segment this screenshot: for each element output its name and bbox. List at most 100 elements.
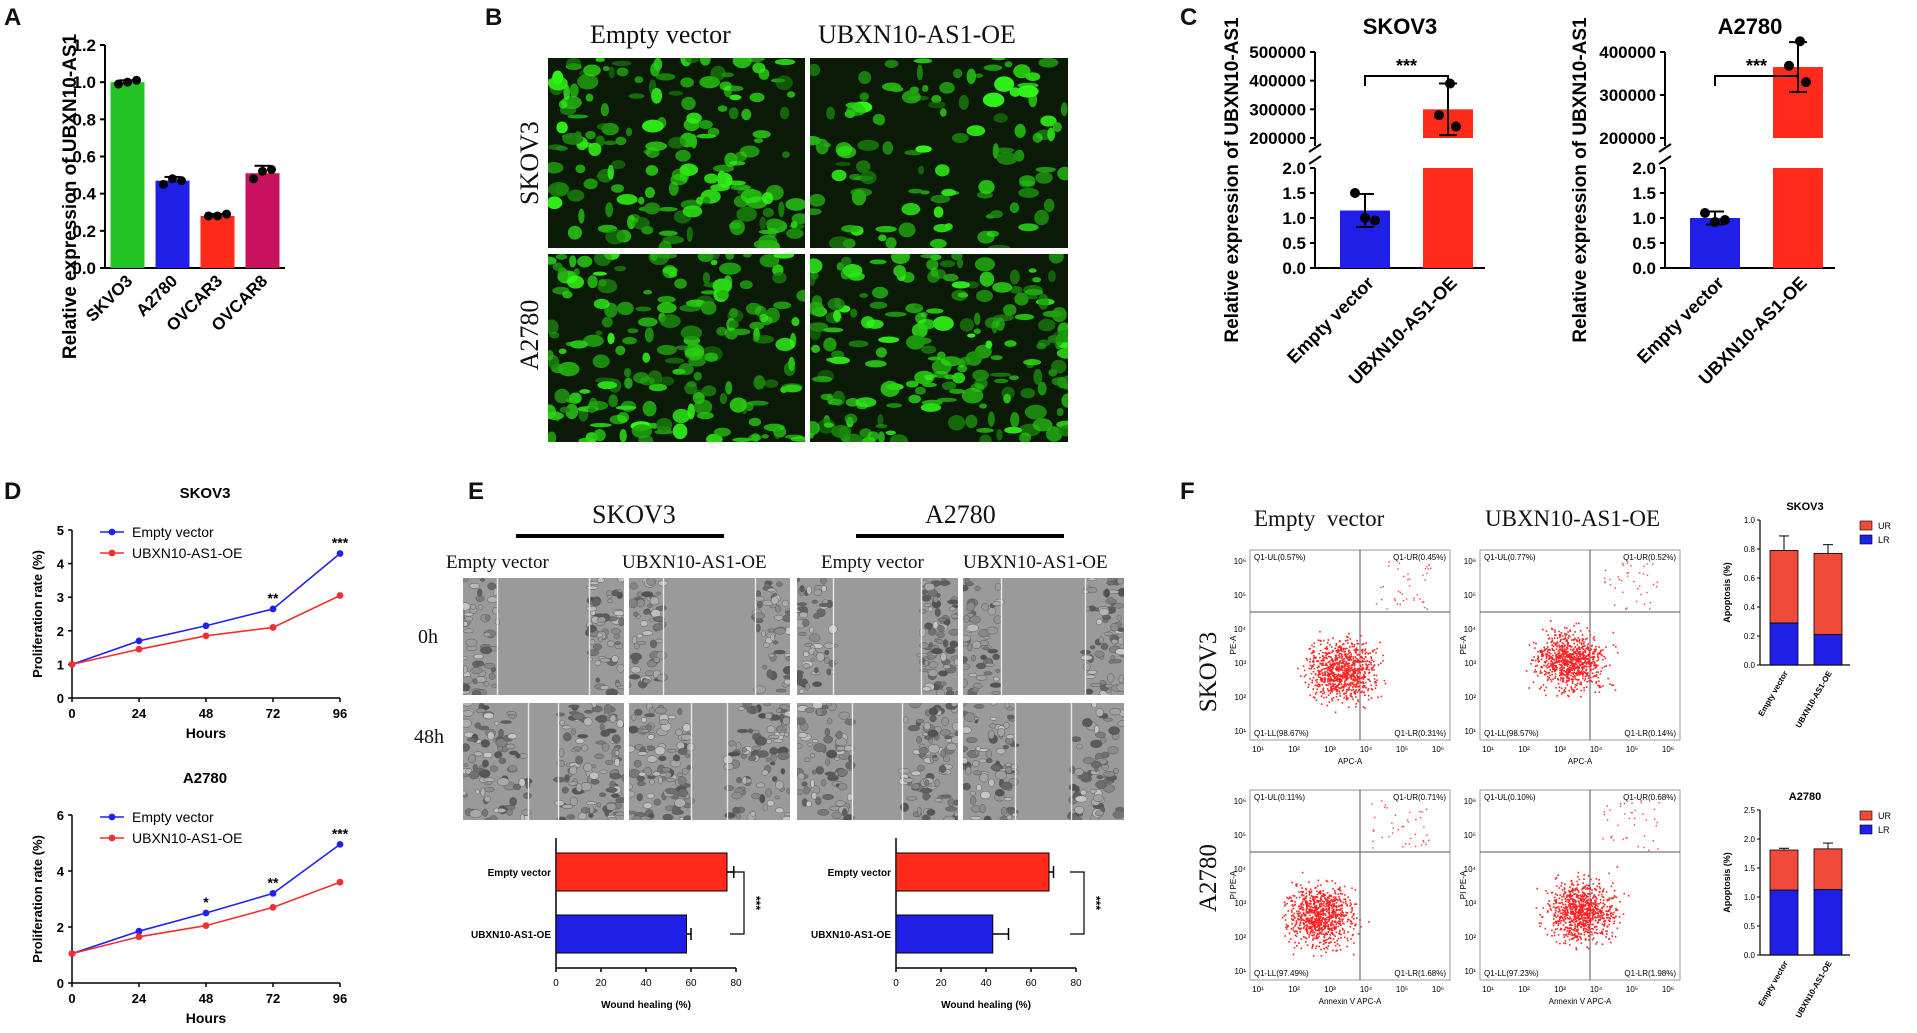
event-dot (1423, 606, 1426, 609)
data-point (135, 645, 143, 653)
event-dot (1352, 688, 1355, 691)
event-dot (1294, 930, 1297, 932)
event-dot (1352, 933, 1354, 936)
cell-mark (620, 400, 636, 412)
event-dot (1329, 655, 1331, 658)
event-dot (1311, 945, 1314, 948)
cell-mark (1035, 171, 1053, 184)
cell-mark (614, 641, 622, 645)
x-tick-label: Empty vector (1633, 273, 1728, 368)
event-dot (1317, 922, 1320, 924)
cell-mark (600, 103, 610, 117)
event-dot (1326, 925, 1329, 927)
cell-mark (730, 184, 751, 191)
cell-mark (926, 308, 944, 314)
event-dot (1343, 670, 1346, 672)
event-dot (1336, 684, 1339, 687)
event-dot (1424, 579, 1426, 581)
cell-mark (1047, 127, 1056, 142)
bar (555, 852, 728, 892)
event-dot (1570, 648, 1572, 651)
cell-mark (753, 685, 766, 694)
event-dot (1317, 913, 1320, 916)
event-dot (1322, 639, 1325, 642)
event-dot (1314, 909, 1317, 911)
event-dot (1332, 685, 1335, 688)
cell-mark (898, 222, 916, 238)
event-dot (1287, 925, 1289, 927)
event-dot (1580, 642, 1583, 645)
event-dot (1575, 672, 1578, 674)
event-dot (1300, 905, 1303, 907)
cell-mark (749, 92, 765, 103)
event-dot (1585, 669, 1587, 672)
cell-mark (833, 309, 841, 322)
cell-mark (599, 723, 605, 731)
y-axis-label: PE-A (1459, 635, 1468, 654)
event-dot (1554, 677, 1556, 680)
event-dot (1356, 649, 1359, 651)
event-dot (1325, 932, 1327, 934)
event-dot (1317, 919, 1320, 921)
cell-mark (766, 218, 783, 229)
cell-mark (1017, 85, 1039, 98)
cell-mark (971, 654, 977, 662)
cell-mark (878, 336, 900, 343)
event-dot (1347, 677, 1350, 679)
event-dot (1594, 691, 1597, 694)
event-dot (1429, 567, 1432, 569)
event-dot (1339, 899, 1341, 901)
event-dot (1329, 669, 1331, 672)
cell-mark (500, 720, 513, 724)
cell-mark (649, 778, 655, 786)
event-dot (1301, 887, 1303, 889)
event-dot (1312, 676, 1315, 679)
cell-mark (835, 142, 853, 157)
event-dot (1323, 668, 1326, 670)
event-dot (1377, 664, 1380, 666)
cell-mark (629, 674, 641, 680)
event-dot (1318, 672, 1320, 675)
event-dot (1525, 670, 1528, 672)
cell-mark (869, 301, 888, 309)
event-dot (1594, 649, 1597, 651)
event-dot (1287, 910, 1290, 912)
data-point (1700, 208, 1710, 218)
wound-image (629, 703, 790, 820)
x-axis-label: APC-A (1338, 757, 1363, 766)
event-dot (1562, 679, 1564, 681)
event-dot (1293, 895, 1296, 897)
event-dot (1369, 680, 1372, 683)
cell-mark (1002, 744, 1010, 750)
cell-mark (1089, 788, 1097, 794)
event-dot (1299, 927, 1301, 930)
cell-mark (681, 96, 696, 111)
event-dot (1343, 885, 1346, 888)
cell-mark (809, 753, 816, 759)
event-dot (1309, 677, 1311, 680)
event-dot (1351, 922, 1354, 925)
event-dot (1300, 938, 1302, 940)
event-dot (1561, 677, 1564, 679)
event-dot (1633, 580, 1635, 583)
event-dot (1334, 927, 1337, 929)
event-dot (1304, 901, 1307, 903)
cell-mark (940, 652, 947, 662)
event-dot (1309, 664, 1312, 667)
event-dot (1303, 669, 1306, 672)
cell-mark (796, 289, 805, 302)
event-dot (1332, 679, 1334, 681)
cell-mark (769, 761, 776, 766)
event-dot (1580, 654, 1583, 656)
y-tick-label: 200000 (1249, 129, 1306, 148)
event-dot (1347, 636, 1349, 639)
event-dot (1372, 650, 1374, 653)
cell-mark (989, 682, 1003, 688)
event-dot (1585, 686, 1588, 688)
event-dot (1350, 689, 1353, 692)
event-dot (1301, 902, 1303, 905)
event-dot (1334, 687, 1337, 690)
cell-mark (941, 381, 957, 391)
cell-mark (696, 133, 717, 139)
event-dot (1348, 662, 1350, 665)
